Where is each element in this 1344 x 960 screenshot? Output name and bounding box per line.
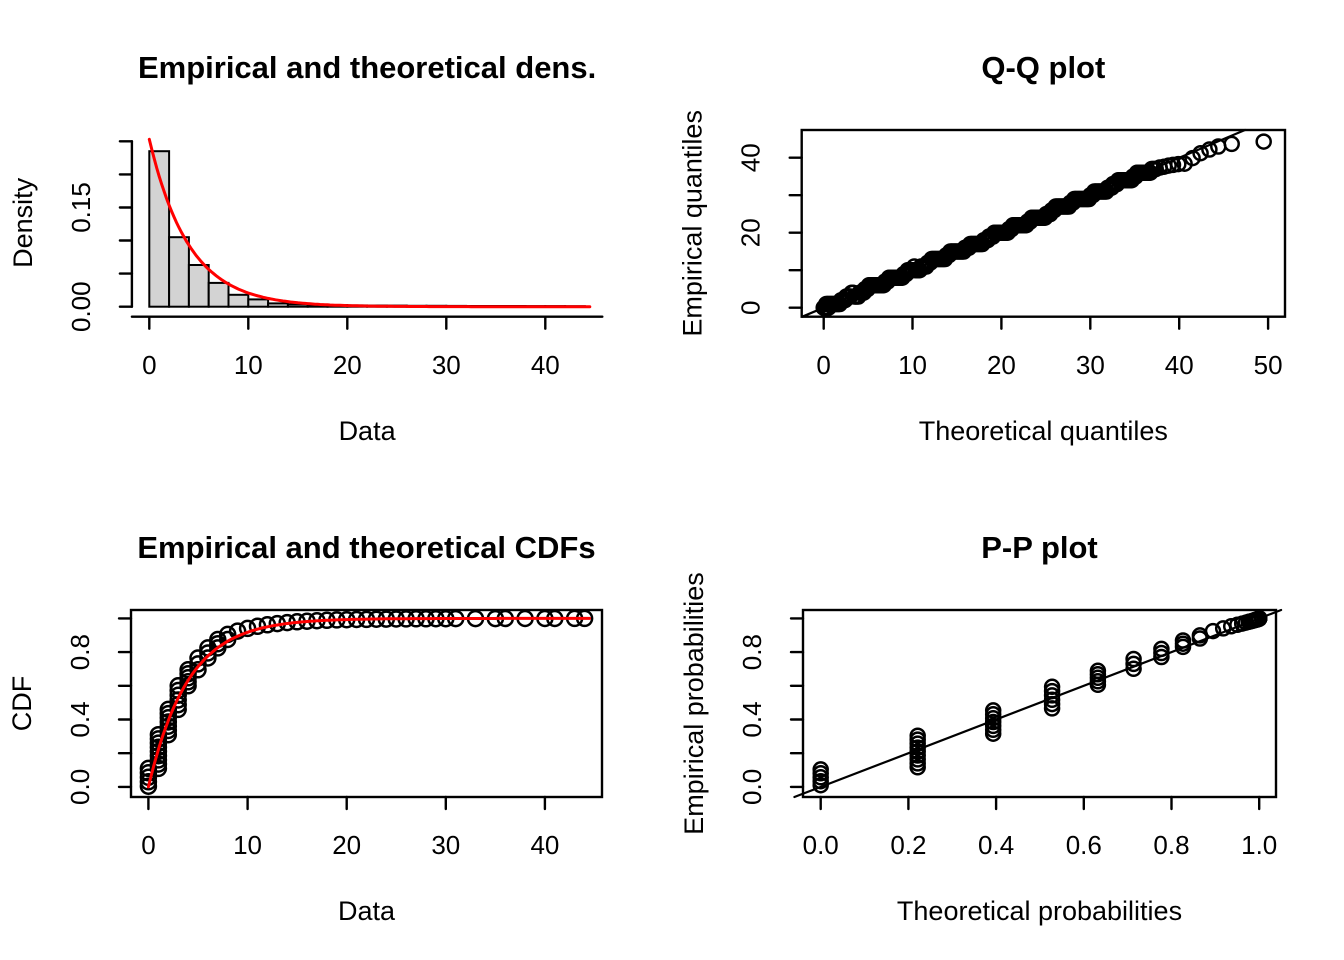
data-point-circle (1089, 662, 1107, 680)
x-tick-label: 20 (333, 350, 362, 380)
x-tick-label: 30 (1076, 350, 1105, 380)
data-point-circle (1125, 650, 1142, 668)
x-tick-label: 20 (987, 350, 1016, 380)
x-tick-label: 10 (234, 350, 263, 380)
y-tick-label: 0 (736, 300, 766, 314)
panel-density: Empirical and theoretical dens. Data Densi… (8, 50, 604, 446)
y-axis-label-density: Density (8, 177, 38, 268)
plot-box-cdf (129, 608, 604, 799)
data-point-circle (189, 661, 207, 679)
y-tick-label: 0.8 (65, 634, 95, 670)
x-tick-label: 0 (142, 350, 156, 380)
data-point-circle (1170, 155, 1187, 173)
x-tick-label: 10 (898, 350, 927, 380)
panel-qq: Q-Q plot Theoretical quantiles Empirical q… (678, 50, 1287, 446)
x-axis-label-density: Data (339, 416, 397, 446)
data-point-circle (1222, 618, 1240, 635)
x-tick-label: 0 (816, 350, 830, 380)
x-tick-label: 10 (233, 830, 262, 860)
y-tick-label: 0.4 (737, 701, 767, 737)
x-tick-label: 40 (1165, 350, 1194, 380)
y-tick-label: 0.0 (737, 769, 767, 805)
data-point-circle (199, 649, 217, 667)
x-axis-label-qq: Theoretical quantiles (919, 416, 1168, 446)
data-point-circle (169, 686, 187, 704)
histogram-bar (168, 236, 190, 308)
panel-title-density: Empirical and theoretical dens. (138, 50, 596, 85)
histogram-bar (267, 302, 289, 308)
x-tick-label: 0.6 (1066, 830, 1102, 860)
data-point-circle (812, 761, 829, 778)
x-tick-label: 40 (530, 830, 559, 860)
y-axis-label-pp: Empirical probabilities (679, 572, 709, 835)
data-point-circle (1192, 144, 1209, 162)
x-axis-label-pp: Theoretical probabilities (897, 896, 1182, 926)
y-tick-label: 0.8 (737, 634, 767, 670)
data-point-circle (228, 622, 247, 640)
x-tick-label: 0.2 (890, 830, 926, 860)
x-tick-label: 1.0 (1241, 830, 1277, 860)
y-tick-label: 0.4 (65, 701, 95, 737)
y-tick-label: 20 (736, 218, 766, 247)
y-tick-label: 0.0 (65, 769, 95, 805)
x-tick-label: 20 (332, 830, 361, 860)
data-point-circle (139, 759, 158, 778)
data-point-circle (149, 725, 168, 744)
data-point-circle (1184, 149, 1201, 167)
x-tick-label: 40 (531, 350, 560, 380)
data-point-circle (1201, 141, 1218, 158)
panel-title-cdf: Empirical and theoretical CDFs (137, 530, 595, 565)
data-point-circle (1174, 632, 1192, 649)
panel-title-pp: P-P plot (981, 530, 1098, 565)
panel-cdf: Empirical and theoretical CDFs Data CDF 0 10… (7, 530, 604, 926)
theoretical-density-curve (147, 137, 592, 309)
data-point-circle (1255, 133, 1272, 150)
y-tick-label: 0.15 (66, 182, 96, 233)
data-point-circle (1125, 655, 1142, 673)
y-axis-label-qq: Empirical quantiles (678, 110, 708, 337)
x-tick-label: 0 (141, 830, 155, 860)
panel-title-qq: Q-Q plot (981, 50, 1105, 85)
histogram-bar (207, 281, 230, 308)
x-tick-label: 30 (432, 350, 461, 380)
histogram-bar (187, 264, 210, 308)
x-tick-label: 30 (431, 830, 460, 860)
histogram-bar (227, 293, 250, 308)
x-tick-label: 50 (1254, 350, 1283, 380)
data-point-circle (909, 727, 926, 744)
plot-box-pp (801, 608, 1278, 799)
plot-box-qq (800, 128, 1287, 318)
y-tick-label: 40 (736, 143, 766, 172)
data-point-circle (820, 299, 837, 316)
x-axis-label-cdf: Data (338, 896, 396, 926)
data-point-circle (1250, 610, 1268, 627)
theoretical-cdf-curve (146, 616, 591, 789)
x-tick-label: 0.0 (803, 830, 839, 860)
x-tick-label: 0.4 (978, 830, 1014, 860)
data-point-circle (984, 702, 1002, 719)
histogram-bar (247, 298, 270, 308)
y-axis-label-cdf: CDF (7, 676, 37, 732)
data-point-circle (1043, 678, 1061, 696)
data-point-circle (1223, 135, 1240, 153)
data-point-circle (1153, 640, 1170, 658)
y-tick-label: 0.00 (66, 281, 96, 332)
x-tick-label: 0.8 (1153, 830, 1189, 860)
data-point-circle (1204, 622, 1222, 640)
data-point-circle (1125, 660, 1142, 678)
data-point-circle (199, 644, 217, 662)
panel-pp: P-P plot Theoretical probabilities Empiric… (679, 530, 1283, 926)
